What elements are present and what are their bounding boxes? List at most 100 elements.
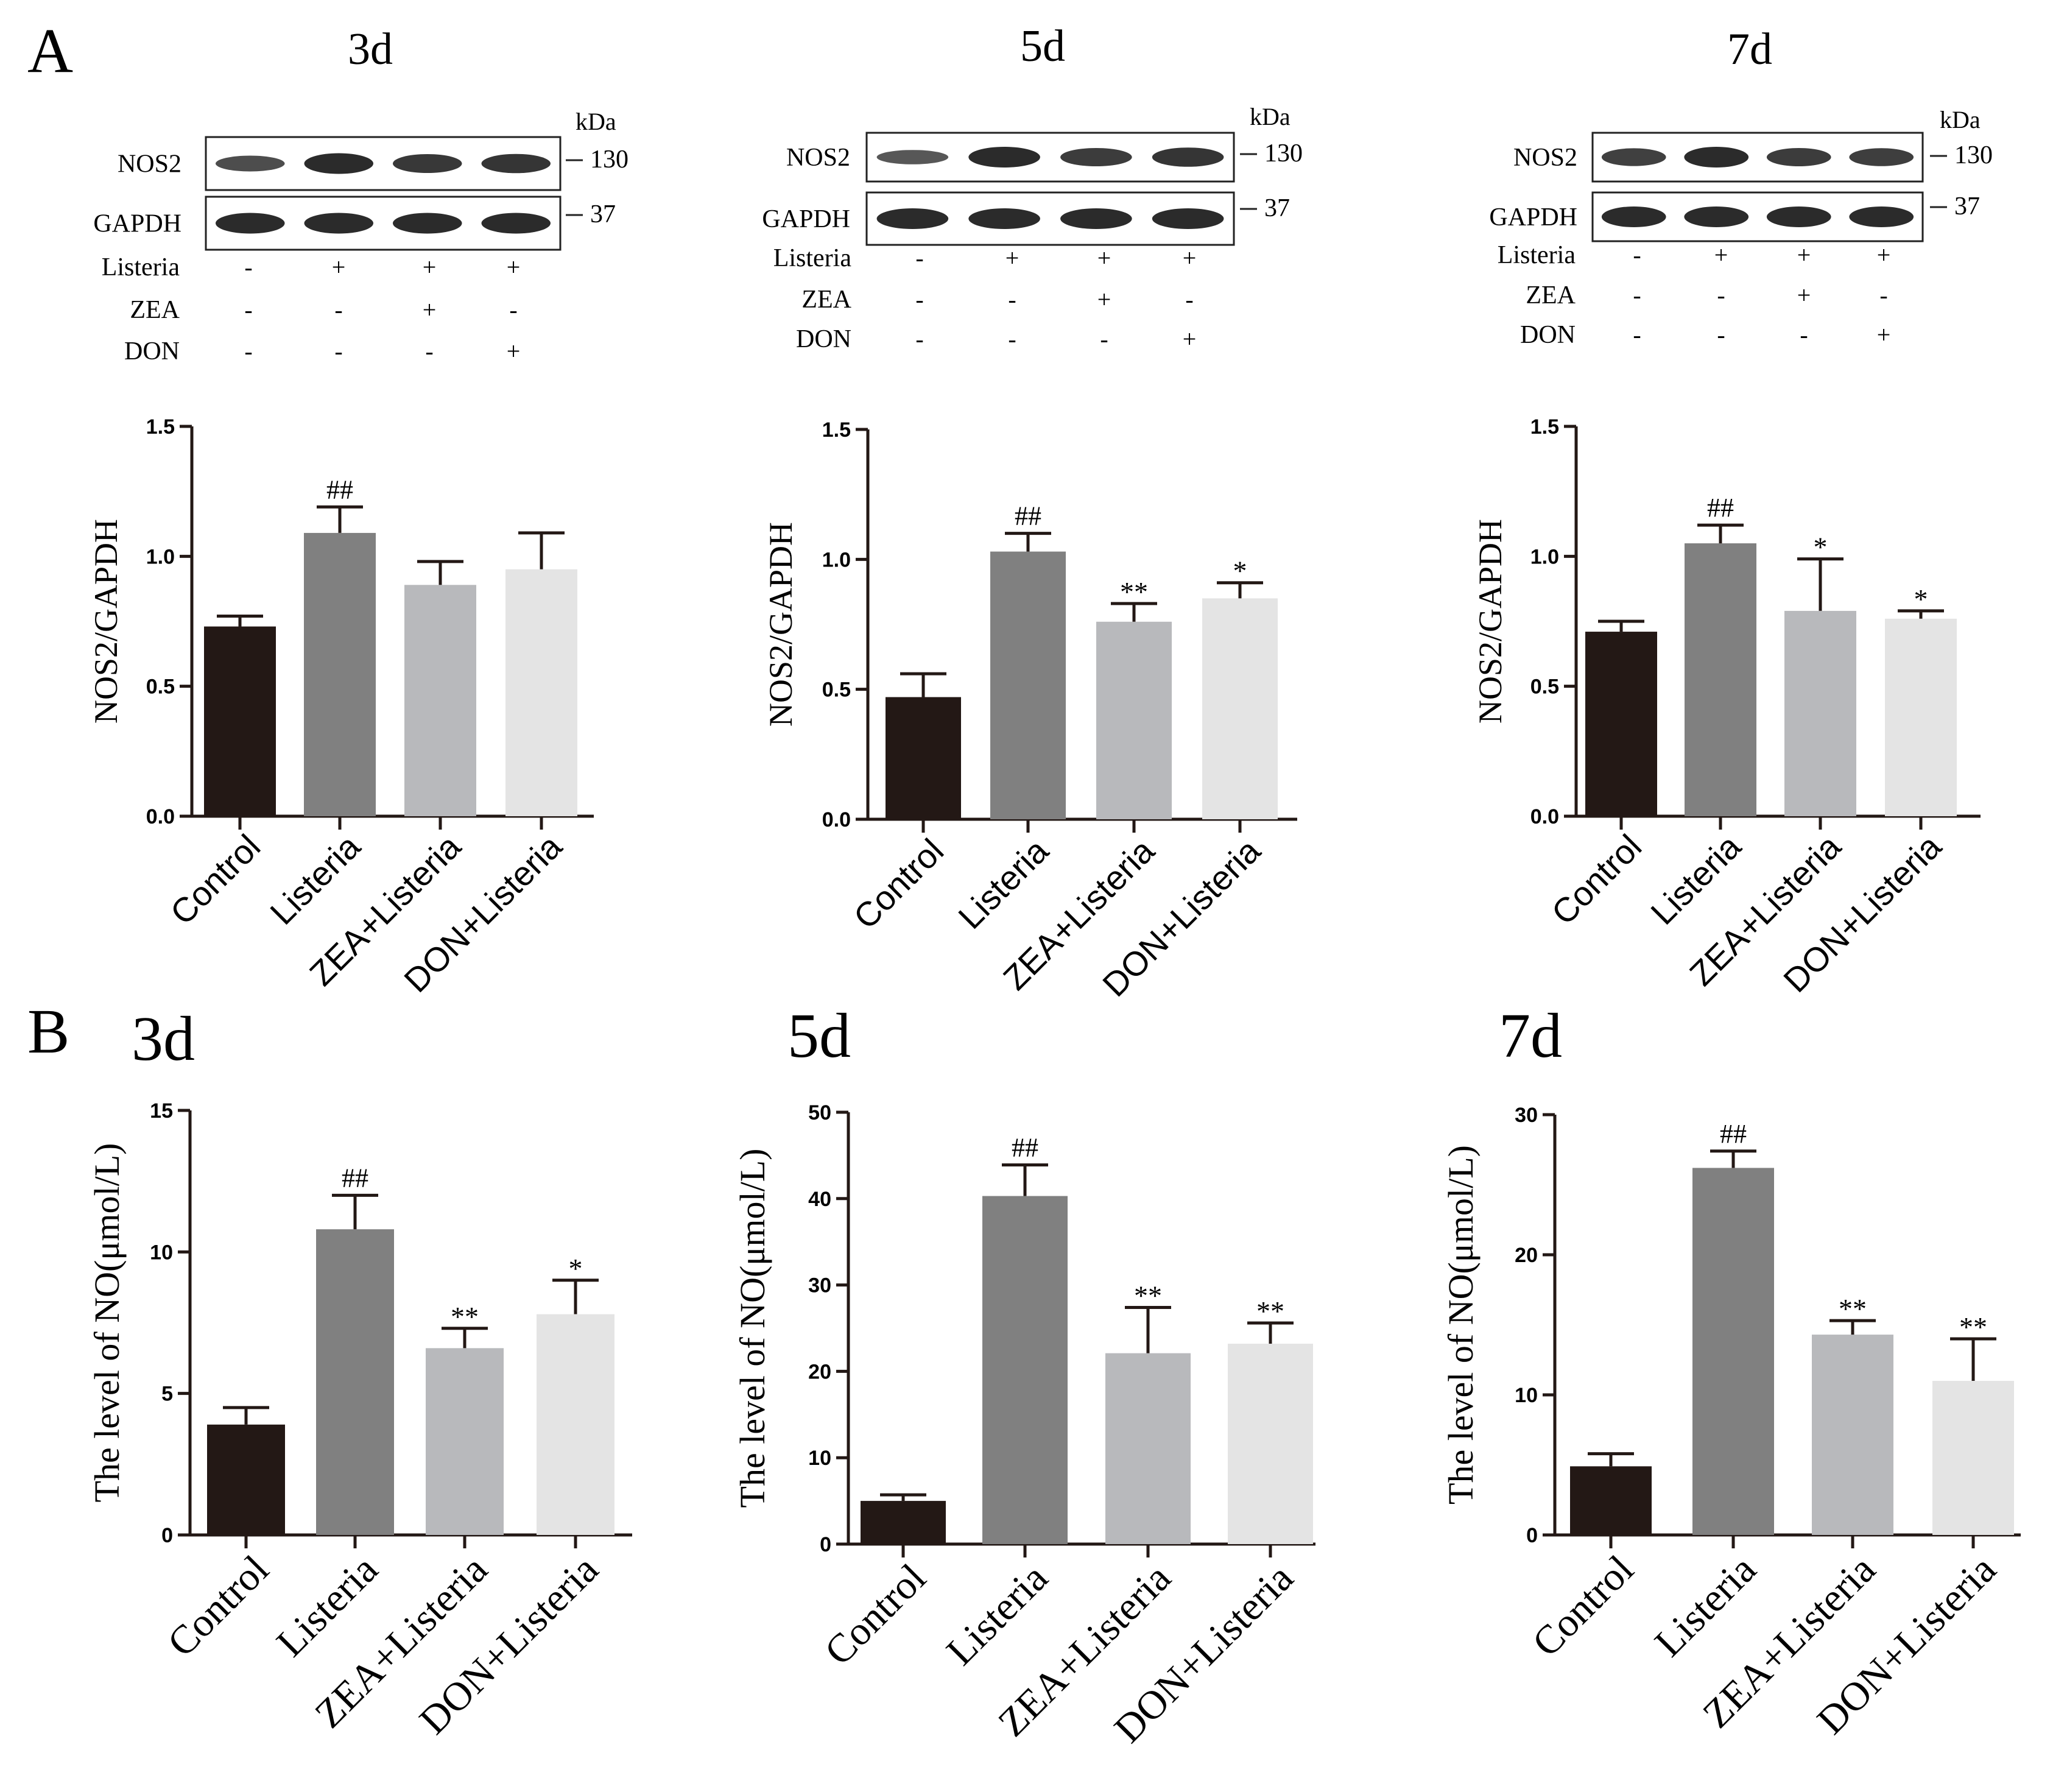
y-tick-label: 1.0 bbox=[1530, 545, 1559, 568]
significance-mark: ** bbox=[1120, 576, 1148, 607]
marker-label: 130 bbox=[1264, 139, 1303, 168]
y-tick-label: 30 bbox=[1515, 1104, 1538, 1127]
blot-band bbox=[1060, 148, 1132, 166]
significance-mark: ** bbox=[1134, 1280, 1162, 1311]
x-category-label: Control bbox=[846, 831, 951, 936]
y-tick-label: 40 bbox=[808, 1188, 831, 1211]
y-tick-label: 30 bbox=[808, 1274, 831, 1297]
bar-listeria bbox=[1692, 1168, 1774, 1535]
treatment-sign: - bbox=[1717, 321, 1725, 348]
y-tick-label: 0.0 bbox=[146, 805, 175, 828]
panel-label-a: A bbox=[27, 16, 73, 86]
bar-zea-listeria bbox=[426, 1348, 504, 1535]
y-tick-label: 10 bbox=[808, 1447, 831, 1470]
y-tick-label: 1.5 bbox=[146, 415, 175, 439]
y-tick-label: 0.5 bbox=[146, 676, 175, 699]
treatment-label: ZEA bbox=[801, 286, 851, 314]
bar-zea-listeria bbox=[1812, 1335, 1893, 1535]
treatment-label: ZEA bbox=[130, 296, 180, 324]
bar-listeria bbox=[316, 1229, 394, 1535]
treatment-sign: - bbox=[915, 286, 923, 313]
bar-don-listeria bbox=[1932, 1381, 2014, 1535]
significance-mark: * bbox=[1914, 584, 1928, 615]
marker-label: 37 bbox=[590, 200, 616, 228]
protein-label: NOS2 bbox=[1513, 144, 1577, 172]
x-category-label: Control bbox=[1544, 827, 1649, 932]
bar-don-listeria bbox=[505, 569, 577, 816]
bar-listeria bbox=[304, 532, 376, 816]
blot-band bbox=[304, 153, 373, 174]
treatment-sign: - bbox=[334, 296, 342, 323]
significance-mark: * bbox=[1233, 556, 1247, 587]
x-category-label: Listeria bbox=[951, 831, 1056, 936]
treatment-sign: + bbox=[332, 253, 346, 281]
y-tick-label: 0.5 bbox=[1530, 676, 1559, 699]
blot-band bbox=[1060, 208, 1132, 229]
significance-mark: ## bbox=[326, 474, 353, 504]
bar-control bbox=[204, 626, 276, 816]
chart-title: 3d bbox=[132, 1004, 195, 1074]
bar-control bbox=[1585, 632, 1657, 816]
blot-band bbox=[304, 213, 373, 234]
y-tick-label: 0 bbox=[161, 1524, 173, 1547]
bar-listeria bbox=[982, 1196, 1068, 1544]
protein-label: NOS2 bbox=[786, 144, 850, 172]
bar-listeria bbox=[990, 551, 1066, 819]
bar-control bbox=[861, 1501, 946, 1544]
bar-control bbox=[207, 1424, 285, 1535]
treatment-sign: - bbox=[244, 337, 252, 365]
x-category-label: Control bbox=[163, 827, 267, 932]
significance-mark: ## bbox=[1720, 1119, 1747, 1149]
treatment-sign: + bbox=[423, 253, 437, 281]
bar-don-listeria bbox=[537, 1314, 614, 1535]
treatment-sign: - bbox=[1879, 281, 1887, 309]
protein-label: GAPDH bbox=[93, 210, 181, 238]
treatment-sign: + bbox=[1797, 241, 1811, 269]
treatment-sign: + bbox=[1183, 244, 1197, 272]
bar-control bbox=[886, 697, 961, 819]
y-tick-label: 5 bbox=[161, 1383, 173, 1406]
treatment-sign: + bbox=[1183, 325, 1197, 353]
marker-label: 130 bbox=[590, 146, 629, 174]
blot-band bbox=[1152, 147, 1224, 167]
chart-A-3d: 0.00.51.01.5NOS2/GAPDHControl##ListeriaZ… bbox=[88, 415, 594, 1000]
blot-band bbox=[481, 153, 551, 174]
y-tick-label: 0 bbox=[1526, 1524, 1538, 1547]
treatment-label: Listeria bbox=[102, 253, 180, 281]
significance-mark: ## bbox=[1012, 1132, 1038, 1162]
blot-band bbox=[1601, 148, 1666, 166]
y-tick-label: 1.5 bbox=[1530, 415, 1559, 439]
y-tick-label: 20 bbox=[808, 1360, 831, 1383]
y-tick-label: 0.0 bbox=[1530, 805, 1559, 828]
treatment-label: Listeria bbox=[1498, 241, 1576, 269]
blot-title: 3d bbox=[348, 24, 393, 74]
blot-band bbox=[1152, 208, 1224, 229]
blot-band bbox=[1766, 148, 1831, 166]
y-axis-label: NOS2/GAPDH bbox=[88, 519, 124, 724]
treatment-sign: - bbox=[244, 253, 252, 281]
y-tick-label: 0.0 bbox=[822, 808, 851, 831]
bar-don-listeria bbox=[1202, 598, 1278, 819]
x-category-label: Control bbox=[816, 1556, 934, 1674]
chart-title: 5d bbox=[787, 1001, 851, 1071]
treatment-sign: - bbox=[509, 296, 517, 323]
blot-band bbox=[1766, 206, 1831, 227]
significance-mark: ## bbox=[1015, 501, 1041, 531]
treatment-sign: - bbox=[244, 296, 252, 323]
bar-zea-listeria bbox=[1784, 610, 1856, 816]
treatment-sign: - bbox=[1633, 321, 1641, 348]
treatment-sign: - bbox=[915, 325, 923, 353]
blot-band bbox=[481, 213, 551, 234]
treatment-sign: + bbox=[423, 296, 437, 323]
x-category-label: Control bbox=[1524, 1547, 1642, 1665]
treatment-sign: - bbox=[425, 337, 433, 365]
y-axis-label: The level of NO(μmol/L) bbox=[1441, 1145, 1481, 1505]
x-category-label: Control bbox=[159, 1547, 277, 1665]
chart-A-5d: 0.0 0.5 1.0 1.5 NOS2/GAPDH Control ## Listeria *… bbox=[762, 418, 1297, 1004]
treatment-sign: + bbox=[1097, 244, 1111, 272]
significance-mark: ## bbox=[1707, 493, 1734, 523]
treatment-sign: - bbox=[1717, 281, 1725, 309]
treatment-sign: - bbox=[1800, 321, 1808, 348]
bar-charts: 0.00.51.01.5NOS2/GAPDHControl##ListeriaZ… bbox=[87, 415, 2021, 1751]
y-axis-label: The level of NO(μmol/L) bbox=[87, 1143, 127, 1503]
